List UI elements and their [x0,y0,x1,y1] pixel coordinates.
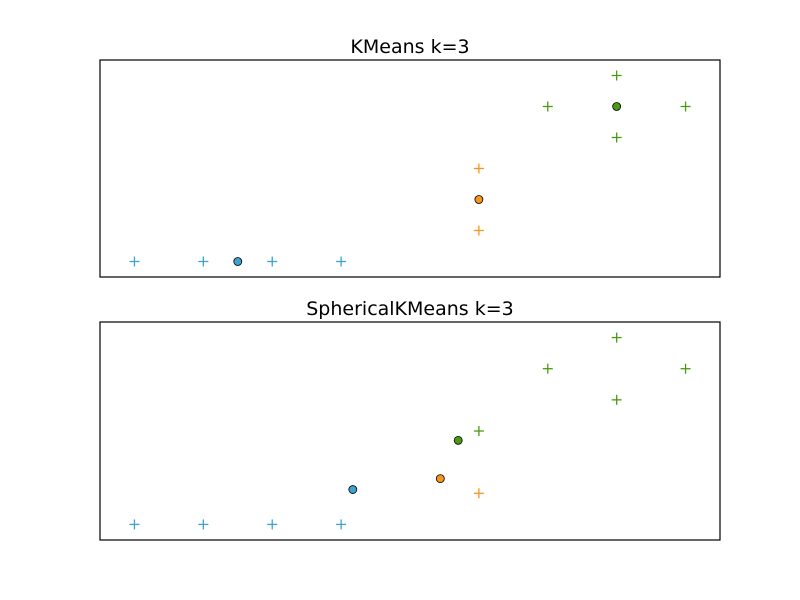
plot-frame [99,321,721,541]
data-point-blue [198,256,209,267]
plot-area [129,70,691,267]
data-point-orange [473,225,484,236]
data-point-green [611,332,622,343]
centroid-orange [435,474,445,484]
data-point-blue [336,256,347,267]
subplot-title: SphericalKMeans k=3 [306,298,514,320]
subplot-spherical-kmeans: SphericalKMeans k=3 [99,298,721,541]
data-point-green [680,363,691,374]
centroid-green [612,102,622,111]
data-point-green [611,132,622,143]
data-point-green [611,70,622,81]
data-point-green [611,394,622,405]
plot-frame [99,59,721,278]
data-point-blue [336,519,347,530]
subplot-title: KMeans k=3 [350,36,469,58]
data-point-green [542,363,553,374]
data-point-blue [267,519,278,530]
data-point-orange [473,488,484,499]
data-point-green [473,426,484,436]
subplot-kmeans: KMeans k=3 [99,36,721,278]
data-point-blue [267,256,278,267]
data-point-green [680,101,691,112]
data-point-orange [473,163,484,174]
centroid-green [453,435,463,445]
centroid-blue [233,257,243,266]
data-point-blue [129,256,140,267]
data-point-blue [198,519,209,530]
data-point-green [542,101,553,112]
plot-area [129,332,691,530]
centroid-orange [474,195,484,204]
data-point-blue [129,519,140,530]
centroid-blue [348,485,358,494]
